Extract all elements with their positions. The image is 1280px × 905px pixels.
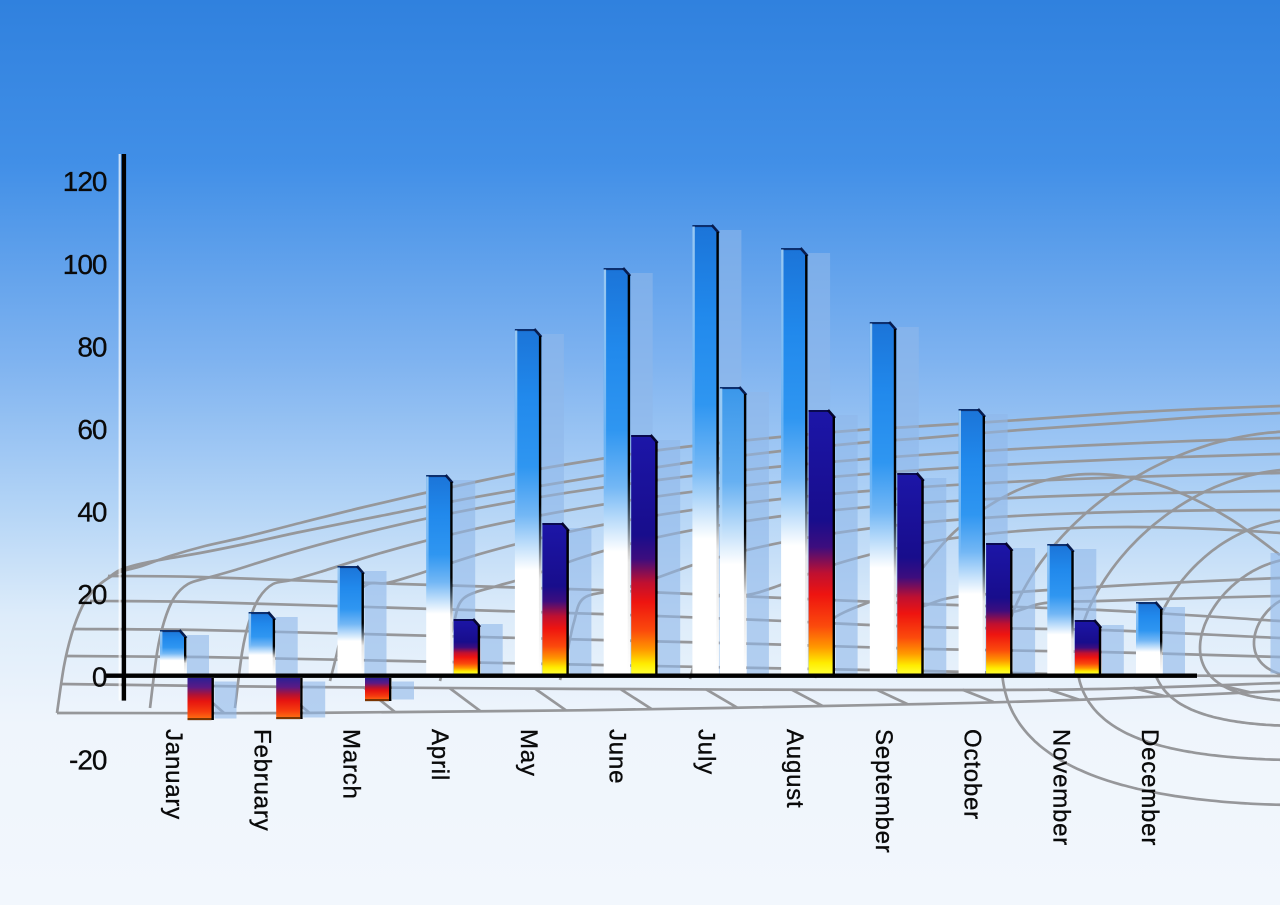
- svg-text:January: January: [160, 729, 187, 820]
- svg-text:July: July: [692, 729, 719, 775]
- svg-text:40: 40: [77, 497, 107, 528]
- svg-text:December: December: [1136, 729, 1163, 846]
- svg-text:April: April: [426, 729, 453, 781]
- svg-text:June: June: [604, 729, 631, 784]
- svg-text:October: October: [959, 729, 986, 820]
- svg-text:September: September: [870, 729, 897, 854]
- svg-text:0: 0: [92, 662, 107, 693]
- svg-text:20: 20: [77, 579, 107, 610]
- svg-text:November: November: [1047, 729, 1074, 846]
- svg-text:August: August: [781, 729, 808, 809]
- svg-text:-20: -20: [69, 744, 107, 775]
- svg-text:80: 80: [77, 331, 107, 362]
- svg-text:120: 120: [63, 166, 107, 197]
- svg-text:100: 100: [63, 249, 107, 280]
- svg-text:May: May: [515, 729, 542, 777]
- svg-text:60: 60: [77, 414, 107, 445]
- svg-text:February: February: [249, 729, 276, 831]
- svg-text:March: March: [338, 729, 365, 800]
